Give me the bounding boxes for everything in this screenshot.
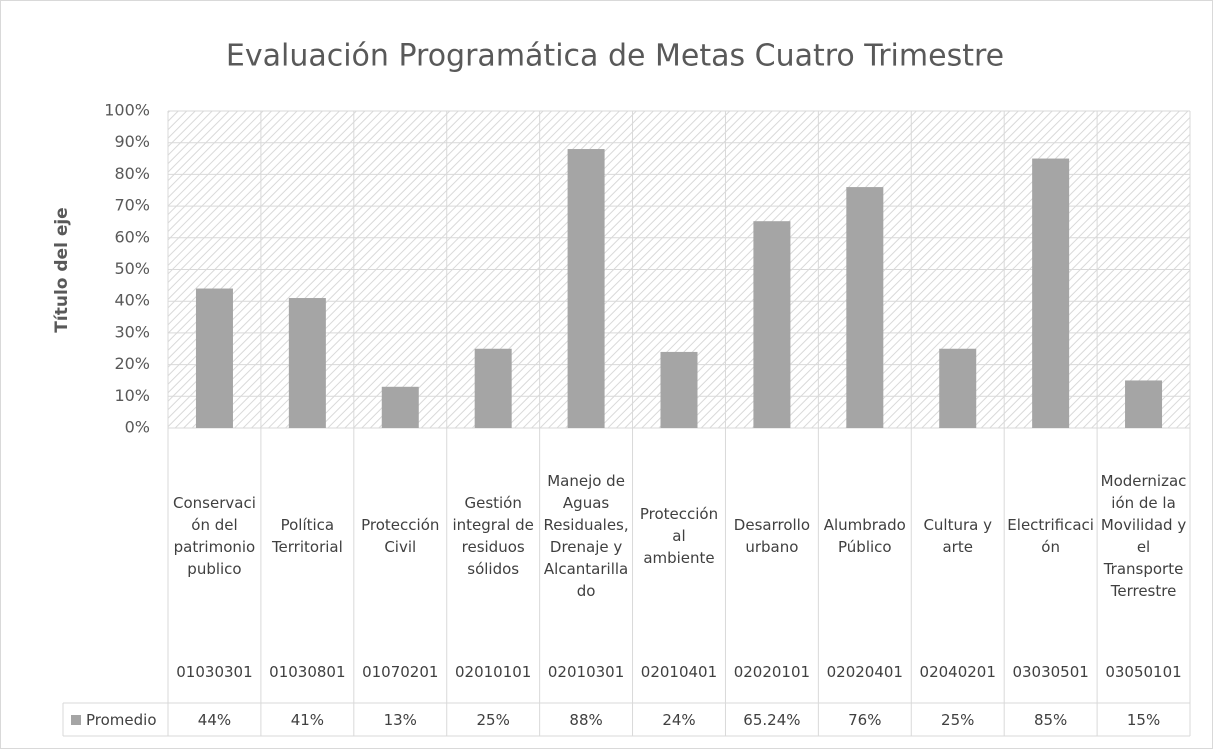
category-label: Protección Civil xyxy=(361,516,440,556)
y-tick-label: 10% xyxy=(114,386,150,405)
category-label: Cultura y arte xyxy=(923,516,992,556)
bar xyxy=(939,348,977,428)
data-table-value: 85% xyxy=(1033,710,1068,729)
bar xyxy=(567,149,605,429)
data-table-value: 25% xyxy=(941,710,975,729)
bar xyxy=(288,298,326,428)
category-code: 02020101 xyxy=(733,662,811,681)
data-table-value: 24% xyxy=(662,710,696,729)
category-label: Electrificación xyxy=(1007,516,1094,556)
data-table-value: 25% xyxy=(476,710,510,729)
category-code: 03050101 xyxy=(1105,662,1182,681)
data-table-value: 13% xyxy=(383,710,417,729)
bar xyxy=(846,187,884,428)
y-tick-label: 60% xyxy=(114,227,150,246)
y-axis-title: Título del eje xyxy=(52,207,72,332)
data-table-value: 76% xyxy=(848,710,882,729)
bar xyxy=(474,348,512,428)
category-label: Alumbrado Público xyxy=(823,516,906,556)
bar xyxy=(1125,380,1163,428)
category-label: Protección al ambiente xyxy=(639,505,719,567)
legend-label: Promedio xyxy=(86,710,157,729)
category-label: Desarrollo urbano xyxy=(733,516,811,556)
bar xyxy=(660,351,698,428)
data-table-value: 41% xyxy=(290,710,325,729)
category-label: Manejo de Aguas Residuales, Drenaje y Al… xyxy=(543,472,629,600)
bar xyxy=(195,288,233,428)
category-label: Conservación del patrimonio publico xyxy=(173,494,256,578)
y-tick-label: 30% xyxy=(114,322,150,341)
category-code: 01030801 xyxy=(269,662,346,681)
category-label: Gestión integral de residuos sólidos xyxy=(452,494,534,578)
y-tick-label: 20% xyxy=(114,354,150,373)
category-code: 02040201 xyxy=(919,662,996,681)
data-table-value: 44% xyxy=(197,710,232,729)
y-tick-label: 80% xyxy=(114,164,150,183)
legend-key xyxy=(71,714,81,725)
y-tick-label: 90% xyxy=(114,132,150,151)
y-tick-label: 70% xyxy=(114,196,150,215)
category-code: 02010301 xyxy=(547,662,625,681)
y-tick-label: 50% xyxy=(114,259,150,278)
bar xyxy=(381,386,419,428)
category-code: 03030501 xyxy=(1012,662,1089,681)
y-tick-label: 40% xyxy=(114,291,150,310)
legend-entry: Promedio xyxy=(63,703,168,736)
y-tick-label: 0% xyxy=(125,418,150,437)
y-tick-label: 100% xyxy=(104,101,150,120)
category-label: Política Territorial xyxy=(271,516,343,556)
category-code: 01070201 xyxy=(362,662,439,681)
category-code: 02010101 xyxy=(454,662,532,681)
chart-title: Evaluación Programática de Metas Cuatro … xyxy=(226,39,1004,74)
bar xyxy=(1032,158,1070,429)
category-code: 02010401 xyxy=(640,662,718,681)
category-label: Modernización de la Movilidad y el Trans… xyxy=(1100,472,1187,600)
category-code: 02020401 xyxy=(826,662,903,681)
category-code: 01030301 xyxy=(176,662,253,681)
data-table-value: 15% xyxy=(1126,710,1161,729)
data-table-value: 88% xyxy=(569,710,603,729)
data-table-value: 65.24% xyxy=(743,710,801,729)
bar xyxy=(753,221,791,428)
